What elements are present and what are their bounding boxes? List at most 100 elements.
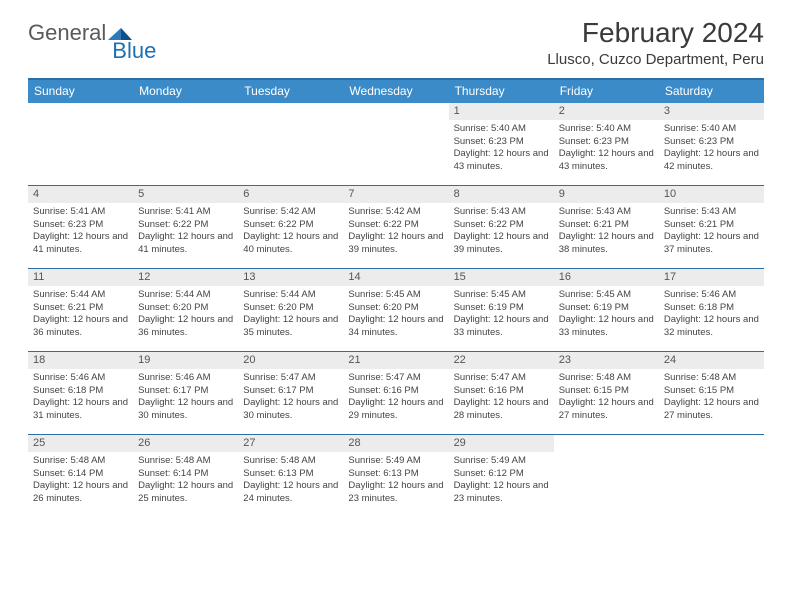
- sunset-line: Sunset: 6:17 PM: [243, 385, 338, 398]
- dow-header: Saturday: [659, 80, 764, 103]
- page: General Blue February 2024 Llusco, Cuzco…: [0, 0, 792, 612]
- sunrise-line: Sunrise: 5:46 AM: [33, 372, 128, 385]
- day-number: 17: [659, 269, 764, 286]
- dow-header: Thursday: [449, 80, 554, 103]
- day-cell: [659, 435, 764, 517]
- daylight-line: Daylight: 12 hours and 39 minutes.: [454, 231, 549, 257]
- daylight-line: Daylight: 12 hours and 41 minutes.: [33, 231, 128, 257]
- sunrise-line: Sunrise: 5:44 AM: [138, 289, 233, 302]
- sunrise-line: Sunrise: 5:46 AM: [664, 289, 759, 302]
- sunset-line: Sunset: 6:15 PM: [664, 385, 759, 398]
- day-cell: [343, 103, 448, 185]
- daylight-line: Daylight: 12 hours and 32 minutes.: [664, 314, 759, 340]
- day-cell: 24Sunrise: 5:48 AMSunset: 6:15 PMDayligh…: [659, 352, 764, 434]
- day-number: 20: [238, 352, 343, 369]
- sunset-line: Sunset: 6:21 PM: [664, 219, 759, 232]
- daylight-line: Daylight: 12 hours and 33 minutes.: [559, 314, 654, 340]
- day-body: Sunrise: 5:45 AMSunset: 6:20 PMDaylight:…: [343, 286, 448, 346]
- day-cell: 2Sunrise: 5:40 AMSunset: 6:23 PMDaylight…: [554, 103, 659, 185]
- location-subtitle: Llusco, Cuzco Department, Peru: [547, 51, 764, 68]
- day-number: 19: [133, 352, 238, 369]
- day-body: Sunrise: 5:47 AMSunset: 6:16 PMDaylight:…: [449, 369, 554, 429]
- sunrise-line: Sunrise: 5:40 AM: [559, 123, 654, 136]
- daylight-line: Daylight: 12 hours and 26 minutes.: [33, 480, 128, 506]
- sunrise-line: Sunrise: 5:48 AM: [33, 455, 128, 468]
- sunrise-line: Sunrise: 5:48 AM: [138, 455, 233, 468]
- sunset-line: Sunset: 6:23 PM: [454, 136, 549, 149]
- sunrise-line: Sunrise: 5:45 AM: [348, 289, 443, 302]
- day-body: Sunrise: 5:40 AMSunset: 6:23 PMDaylight:…: [554, 120, 659, 180]
- day-body: Sunrise: 5:44 AMSunset: 6:21 PMDaylight:…: [28, 286, 133, 346]
- daylight-line: Daylight: 12 hours and 43 minutes.: [559, 148, 654, 174]
- sunrise-line: Sunrise: 5:49 AM: [348, 455, 443, 468]
- day-body: Sunrise: 5:48 AMSunset: 6:14 PMDaylight:…: [133, 452, 238, 512]
- day-body: Sunrise: 5:40 AMSunset: 6:23 PMDaylight:…: [449, 120, 554, 180]
- sunrise-line: Sunrise: 5:44 AM: [243, 289, 338, 302]
- day-number: 15: [449, 269, 554, 286]
- day-number: 18: [28, 352, 133, 369]
- day-cell: 19Sunrise: 5:46 AMSunset: 6:17 PMDayligh…: [133, 352, 238, 434]
- day-cell: [554, 435, 659, 517]
- day-cell: [238, 103, 343, 185]
- day-number: 23: [554, 352, 659, 369]
- sunrise-line: Sunrise: 5:43 AM: [454, 206, 549, 219]
- sunrise-line: Sunrise: 5:43 AM: [664, 206, 759, 219]
- day-cell: 23Sunrise: 5:48 AMSunset: 6:15 PMDayligh…: [554, 352, 659, 434]
- day-number: 10: [659, 186, 764, 203]
- day-cell: [28, 103, 133, 185]
- day-body: Sunrise: 5:41 AMSunset: 6:23 PMDaylight:…: [28, 203, 133, 263]
- dow-header: Friday: [554, 80, 659, 103]
- brand-word-2: Blue: [112, 40, 156, 62]
- sunrise-line: Sunrise: 5:45 AM: [559, 289, 654, 302]
- day-number: 28: [343, 435, 448, 452]
- day-cell: 28Sunrise: 5:49 AMSunset: 6:13 PMDayligh…: [343, 435, 448, 517]
- daylight-line: Daylight: 12 hours and 28 minutes.: [454, 397, 549, 423]
- day-number: 25: [28, 435, 133, 452]
- sunrise-line: Sunrise: 5:44 AM: [33, 289, 128, 302]
- brand-mark-icon: [108, 24, 134, 42]
- day-number: 29: [449, 435, 554, 452]
- sunrise-line: Sunrise: 5:42 AM: [243, 206, 338, 219]
- sunrise-line: Sunrise: 5:43 AM: [559, 206, 654, 219]
- day-number: 13: [238, 269, 343, 286]
- day-number: 12: [133, 269, 238, 286]
- sunrise-line: Sunrise: 5:49 AM: [454, 455, 549, 468]
- week-row: 11Sunrise: 5:44 AMSunset: 6:21 PMDayligh…: [28, 268, 764, 351]
- sunrise-line: Sunrise: 5:40 AM: [664, 123, 759, 136]
- day-cell: 20Sunrise: 5:47 AMSunset: 6:17 PMDayligh…: [238, 352, 343, 434]
- sunrise-line: Sunrise: 5:45 AM: [454, 289, 549, 302]
- day-cell: 22Sunrise: 5:47 AMSunset: 6:16 PMDayligh…: [449, 352, 554, 434]
- day-cell: 26Sunrise: 5:48 AMSunset: 6:14 PMDayligh…: [133, 435, 238, 517]
- title-block: February 2024 Llusco, Cuzco Department, …: [547, 18, 764, 68]
- day-number: 21: [343, 352, 448, 369]
- sunset-line: Sunset: 6:12 PM: [454, 468, 549, 481]
- day-cell: [133, 103, 238, 185]
- daylight-line: Daylight: 12 hours and 43 minutes.: [454, 148, 549, 174]
- sunset-line: Sunset: 6:21 PM: [559, 219, 654, 232]
- daylight-line: Daylight: 12 hours and 33 minutes.: [454, 314, 549, 340]
- day-body: Sunrise: 5:48 AMSunset: 6:15 PMDaylight:…: [554, 369, 659, 429]
- day-body: Sunrise: 5:45 AMSunset: 6:19 PMDaylight:…: [449, 286, 554, 346]
- daylight-line: Daylight: 12 hours and 25 minutes.: [138, 480, 233, 506]
- day-body: Sunrise: 5:48 AMSunset: 6:15 PMDaylight:…: [659, 369, 764, 429]
- day-body: Sunrise: 5:47 AMSunset: 6:16 PMDaylight:…: [343, 369, 448, 429]
- daylight-line: Daylight: 12 hours and 42 minutes.: [664, 148, 759, 174]
- brand-word-1: General: [28, 22, 106, 44]
- daylight-line: Daylight: 12 hours and 36 minutes.: [33, 314, 128, 340]
- daylight-line: Daylight: 12 hours and 27 minutes.: [559, 397, 654, 423]
- sunrise-line: Sunrise: 5:47 AM: [243, 372, 338, 385]
- day-number: 8: [449, 186, 554, 203]
- day-number: 7: [343, 186, 448, 203]
- day-cell: 25Sunrise: 5:48 AMSunset: 6:14 PMDayligh…: [28, 435, 133, 517]
- day-body: Sunrise: 5:43 AMSunset: 6:22 PMDaylight:…: [449, 203, 554, 263]
- sunset-line: Sunset: 6:20 PM: [243, 302, 338, 315]
- day-body: Sunrise: 5:42 AMSunset: 6:22 PMDaylight:…: [238, 203, 343, 263]
- sunset-line: Sunset: 6:19 PM: [454, 302, 549, 315]
- day-body: Sunrise: 5:45 AMSunset: 6:19 PMDaylight:…: [554, 286, 659, 346]
- sunrise-line: Sunrise: 5:41 AM: [33, 206, 128, 219]
- sunset-line: Sunset: 6:20 PM: [138, 302, 233, 315]
- sunset-line: Sunset: 6:22 PM: [454, 219, 549, 232]
- week-row: 1Sunrise: 5:40 AMSunset: 6:23 PMDaylight…: [28, 103, 764, 185]
- sunset-line: Sunset: 6:14 PM: [138, 468, 233, 481]
- sunset-line: Sunset: 6:17 PM: [138, 385, 233, 398]
